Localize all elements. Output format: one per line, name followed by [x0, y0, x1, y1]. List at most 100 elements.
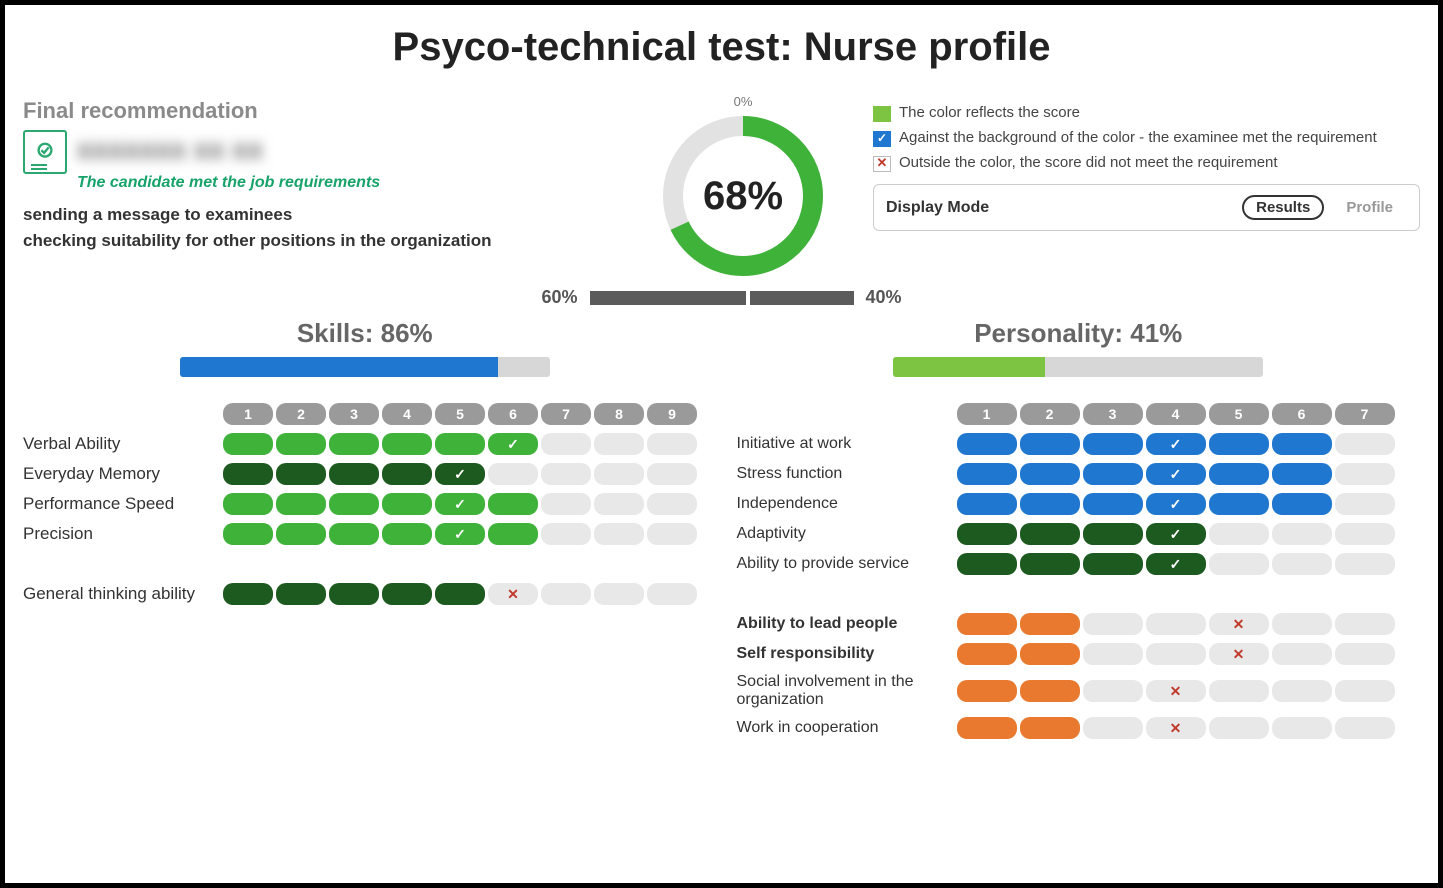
metric-cell: ✓	[435, 493, 485, 515]
metric-cell	[382, 523, 432, 545]
donut-value: 68%	[658, 111, 828, 281]
display-mode-label: Display Mode	[886, 199, 989, 217]
metric-cell	[1272, 433, 1332, 455]
metric-cells: ✓	[223, 523, 697, 545]
metric-cell	[276, 583, 326, 605]
legend-row-color: The color reflects the score	[873, 104, 1420, 123]
weight-right-label: 40%	[866, 287, 902, 308]
metric-label: Work in cooperation	[737, 719, 957, 737]
metric-cell	[1020, 680, 1080, 702]
metric-cell	[382, 493, 432, 515]
metric-row: Ability to provide service✓	[737, 553, 1421, 575]
metric-cell	[329, 493, 379, 515]
metric-label: Performance Speed	[23, 494, 223, 514]
metric-row: General thinking ability✕	[23, 583, 707, 605]
legend-panel: The color reflects the score ✓ Against t…	[863, 94, 1420, 231]
metric-cell: ✓	[1146, 493, 1206, 515]
scale-header-cell: 1	[223, 403, 273, 425]
metric-label: General thinking ability	[23, 584, 223, 604]
metric-label: Ability to lead people	[737, 615, 957, 633]
metric-cell	[1209, 553, 1269, 575]
metric-cell	[1083, 463, 1143, 485]
scale-header-cell: 7	[1335, 403, 1395, 425]
toggle-results[interactable]: Results	[1242, 195, 1324, 220]
metric-cell	[223, 493, 273, 515]
toggle-profile[interactable]: Profile	[1332, 195, 1407, 220]
metric-cell	[647, 493, 697, 515]
metric-label: Verbal Ability	[23, 434, 223, 454]
legend-check-icon: ✓	[873, 131, 891, 147]
legend-text: The color reflects the score	[899, 104, 1080, 123]
metric-cell	[329, 583, 379, 605]
metric-row: Initiative at work ✓	[737, 433, 1421, 455]
recommendation-lines: sending a message to examinees checking …	[23, 202, 623, 253]
metric-cell	[1083, 523, 1143, 545]
metric-cell	[541, 523, 591, 545]
metric-cell	[1272, 680, 1332, 702]
metric-cell	[1209, 493, 1269, 515]
skills-scale-header: 123456789	[223, 403, 707, 425]
scale-header-cell: 5	[435, 403, 485, 425]
personality-rows: Initiative at work✓Stress function✓Indep…	[737, 433, 1421, 575]
skills-bar	[180, 357, 550, 377]
metric-cell	[541, 433, 591, 455]
metric-cell	[957, 463, 1017, 485]
metric-row: Work in cooperation✕	[737, 717, 1421, 739]
metric-cell	[957, 680, 1017, 702]
metric-cell	[1335, 523, 1395, 545]
metric-cell	[594, 433, 644, 455]
metric-cells: ✓	[957, 433, 1395, 455]
metric-label: Ability to provide service	[737, 555, 957, 573]
metric-cell	[488, 493, 538, 515]
metric-cells: ✕	[957, 680, 1395, 702]
scale-header-cell: 3	[329, 403, 379, 425]
scale-header-cell: 3	[1083, 403, 1143, 425]
metric-cell	[957, 553, 1017, 575]
metric-cell	[1272, 613, 1332, 635]
metric-cell	[1335, 717, 1395, 739]
recommendation-panel: Final recommendation XXXXXXX XX XX The c…	[23, 94, 623, 253]
metric-cell	[957, 523, 1017, 545]
recommendation-line: checking suitability for other positions…	[23, 228, 623, 254]
metric-cell	[1020, 553, 1080, 575]
metric-cell	[1020, 433, 1080, 455]
metric-cell	[594, 493, 644, 515]
metric-cell	[329, 433, 379, 455]
scale-header-cell: 6	[1272, 403, 1332, 425]
metric-cell	[647, 463, 697, 485]
metric-cell	[1335, 463, 1395, 485]
metric-cells: ✓	[957, 493, 1395, 515]
metric-cell	[957, 493, 1017, 515]
recommendation-subtitle: The candidate met the job requirements	[77, 174, 623, 192]
metric-cell: ✓	[435, 463, 485, 485]
metric-cell	[541, 463, 591, 485]
metric-cell	[647, 523, 697, 545]
legend-color-swatch	[873, 106, 891, 122]
metric-cell	[541, 583, 591, 605]
metric-cells: ✕	[223, 583, 697, 605]
metric-label: Adaptivity	[737, 525, 957, 543]
recommendation-line: sending a message to examinees	[23, 202, 623, 228]
metric-cell	[276, 433, 326, 455]
metric-cells: ✓	[957, 463, 1395, 485]
metric-cells: ✕	[957, 717, 1395, 739]
metric-cell	[435, 583, 485, 605]
metric-cell	[276, 523, 326, 545]
skills-rows: Verbal Ability✓Everyday Memory✓Performan…	[23, 433, 707, 545]
metric-label: Initiative at work	[737, 435, 957, 453]
metric-cell	[957, 613, 1017, 635]
metric-cell	[435, 433, 485, 455]
metric-row: Adaptivity✓	[737, 523, 1421, 545]
metric-cell: ✕	[1209, 613, 1269, 635]
metric-cell: ✓	[1146, 433, 1206, 455]
recommendation-redacted: XXXXXXX XX XX	[77, 139, 264, 165]
metric-cell	[1272, 463, 1332, 485]
metric-cell	[1272, 493, 1332, 515]
metric-cell	[1146, 613, 1206, 635]
metric-cell	[1020, 613, 1080, 635]
metric-cell	[1020, 643, 1080, 665]
display-mode-panel: Display Mode Results Profile	[873, 184, 1420, 231]
legend-x-icon: ✕	[873, 156, 891, 172]
metric-cell	[1083, 643, 1143, 665]
metric-row: Ability to lead people ✕	[737, 613, 1421, 635]
